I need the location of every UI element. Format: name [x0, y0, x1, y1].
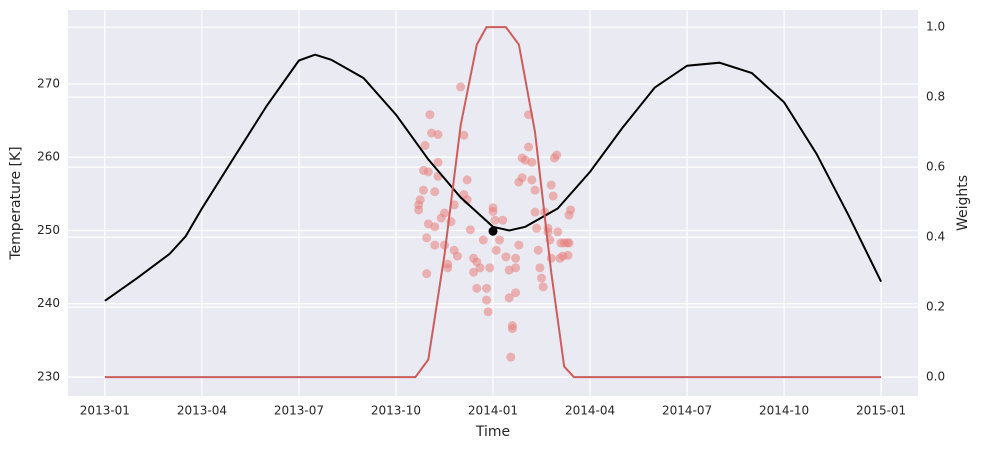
point: [543, 227, 553, 237]
y2-axis-label: Weights: [955, 175, 971, 231]
x-tick-label: 2014-04: [565, 404, 615, 418]
point: [548, 191, 558, 201]
point: [564, 238, 574, 248]
y2-tick-label: 0.0: [926, 370, 945, 384]
point: [535, 263, 545, 273]
point: [506, 352, 516, 362]
point: [433, 130, 443, 140]
point: [465, 225, 475, 235]
point: [462, 175, 472, 185]
point: [527, 157, 537, 167]
y2-tick-label: 0.8: [926, 90, 945, 104]
point: [537, 273, 547, 283]
point: [483, 307, 493, 317]
line: [104, 53, 882, 302]
point: [420, 141, 430, 151]
point: [452, 251, 462, 261]
y2-tick-label: 0.4: [926, 230, 945, 244]
point: [418, 185, 428, 195]
point: [430, 222, 440, 232]
point: [439, 208, 449, 218]
y-tick-label: 270: [37, 76, 60, 90]
y-axis-label: Temperature [K]: [8, 146, 24, 260]
point: [425, 110, 435, 120]
y-tick-label: 250: [37, 223, 60, 237]
point: [422, 233, 432, 243]
point: [546, 180, 556, 190]
point: [494, 235, 504, 245]
point: [488, 226, 498, 236]
point: [482, 295, 492, 305]
point: [459, 130, 469, 140]
point: [532, 223, 542, 233]
x-axis-label: Time: [475, 424, 510, 440]
point: [475, 263, 485, 273]
point: [430, 187, 440, 197]
point: [517, 173, 527, 183]
point: [501, 252, 511, 262]
point: [533, 245, 543, 255]
point: [507, 324, 517, 334]
x-tick-label: 2013-07: [274, 404, 324, 418]
point: [546, 253, 556, 263]
x-tick-label: 2013-10: [371, 404, 421, 418]
y-tick-label: 260: [37, 150, 60, 164]
point: [414, 205, 424, 215]
point: [490, 215, 500, 225]
point: [498, 215, 508, 225]
x-tick-label: 2014-01: [468, 404, 518, 418]
point: [524, 142, 534, 152]
x-tick-label: 2013-01: [80, 404, 130, 418]
point: [553, 227, 563, 237]
point: [469, 267, 479, 277]
point: [491, 245, 501, 255]
line: [104, 26, 882, 379]
point: [423, 167, 433, 177]
point: [511, 263, 521, 273]
point: [563, 250, 573, 260]
x-tick-label: 2014-10: [759, 404, 809, 418]
point: [530, 207, 540, 217]
point: [530, 185, 540, 195]
point: [511, 253, 521, 263]
point: [538, 282, 548, 292]
y2-tick-label: 0.6: [926, 160, 945, 174]
point: [566, 205, 576, 215]
x-tick-label: 2014-07: [662, 404, 712, 418]
point: [422, 269, 432, 279]
point: [433, 157, 443, 167]
point: [478, 235, 488, 245]
y2-tick-label: 1.0: [926, 20, 945, 34]
x-tick-label: 2015-01: [856, 404, 906, 418]
point: [511, 288, 521, 298]
point: [456, 82, 466, 92]
x-tick-label: 2013-04: [177, 404, 227, 418]
point: [430, 240, 440, 250]
point: [472, 283, 482, 293]
y-tick-label: 240: [37, 296, 60, 310]
y-tick-label: 230: [37, 369, 60, 383]
point: [504, 293, 514, 303]
y2-tick-label: 0.2: [926, 300, 945, 314]
point: [482, 283, 492, 293]
point: [552, 150, 562, 160]
point: [443, 263, 453, 273]
point: [488, 206, 498, 216]
point: [514, 240, 524, 250]
point: [485, 263, 495, 273]
point: [527, 175, 537, 185]
